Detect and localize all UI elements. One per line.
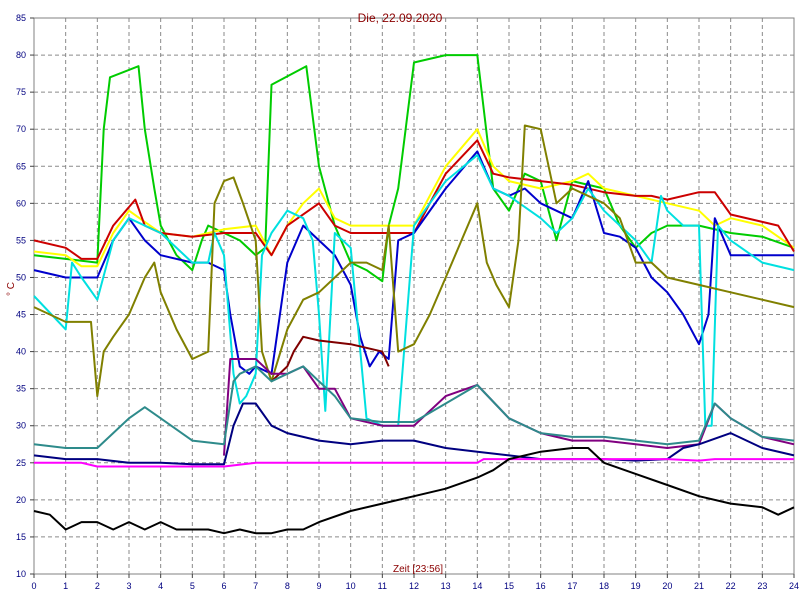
y-tick-label: 75: [16, 87, 26, 97]
series-layer: [33, 54, 795, 535]
y-tick-label: 55: [16, 235, 26, 245]
y-axis-label: ° C: [6, 282, 17, 296]
chart-title: Die, 22.09.2020: [358, 11, 443, 25]
x-tick-label: 22: [726, 581, 736, 591]
x-tick-label: 12: [409, 581, 419, 591]
y-tick-label: 15: [16, 532, 26, 542]
x-tick-label: 19: [631, 581, 641, 591]
series-line-9: [33, 365, 795, 449]
series-line-11: [34, 458, 794, 468]
x-tick-label: 11: [378, 581, 387, 591]
x-tick-label: 2: [95, 581, 100, 591]
y-tick-label: 60: [16, 198, 26, 208]
x-tick-label: 10: [346, 581, 356, 591]
x-tick-label: 14: [472, 581, 482, 591]
x-tick-label: 13: [441, 581, 451, 591]
x-tick-label: 16: [536, 581, 546, 591]
x-tick-label: 18: [599, 581, 609, 591]
x-tick-label: 20: [662, 581, 672, 591]
y-tick-label: 30: [16, 421, 26, 431]
x-tick-label: 17: [567, 581, 577, 591]
series-line-2: [33, 128, 795, 268]
x-tick-label: 9: [316, 581, 321, 591]
series-line-1: [33, 54, 795, 283]
x-axis: 0 1 2 3 4 5 6 7 8 9 10 11 12 13 14 15 16 17 18 19 20 21 22 23 24: [31, 574, 799, 591]
x-tick-label: 5: [190, 581, 195, 591]
series-line-10: [33, 402, 795, 466]
x-tick-label: 23: [757, 581, 767, 591]
y-tick-label: 65: [16, 161, 26, 171]
y-tick-label: 40: [16, 347, 26, 357]
series-line-5: [33, 154, 795, 427]
x-tick-label: 7: [253, 581, 258, 591]
y-tick-label: 10: [16, 569, 26, 579]
x-tick-label: 8: [285, 581, 290, 591]
x-tick-label: 15: [504, 581, 514, 591]
series-line-7: [270, 335, 390, 383]
y-tick-label: 85: [16, 13, 26, 23]
y-axis: 10 15 20 25 30 35 40 45 50 55 60 65 70 75 80 85: [16, 13, 34, 579]
x-tick-label: 21: [694, 581, 704, 591]
x-axis-label: Zeit [23:56]: [393, 564, 443, 575]
y-tick-label: 80: [16, 50, 26, 60]
series-line-6: [33, 124, 795, 398]
x-tick-label: 4: [158, 581, 163, 591]
y-tick-label: 20: [16, 495, 26, 505]
x-tick-label: 3: [126, 581, 131, 591]
y-tick-label: 45: [16, 310, 26, 320]
x-tick-label: 6: [221, 581, 226, 591]
series-line-8: [223, 358, 795, 456]
y-tick-label: 25: [16, 458, 26, 468]
x-tick-label: 0: [31, 581, 36, 591]
y-tick-label: 70: [16, 124, 26, 134]
x-tick-label: 24: [789, 581, 799, 591]
x-tick-label: 1: [63, 581, 68, 591]
series-line-12: [33, 447, 795, 535]
y-tick-label: 35: [16, 384, 26, 394]
y-tick-label: 50: [16, 272, 26, 282]
